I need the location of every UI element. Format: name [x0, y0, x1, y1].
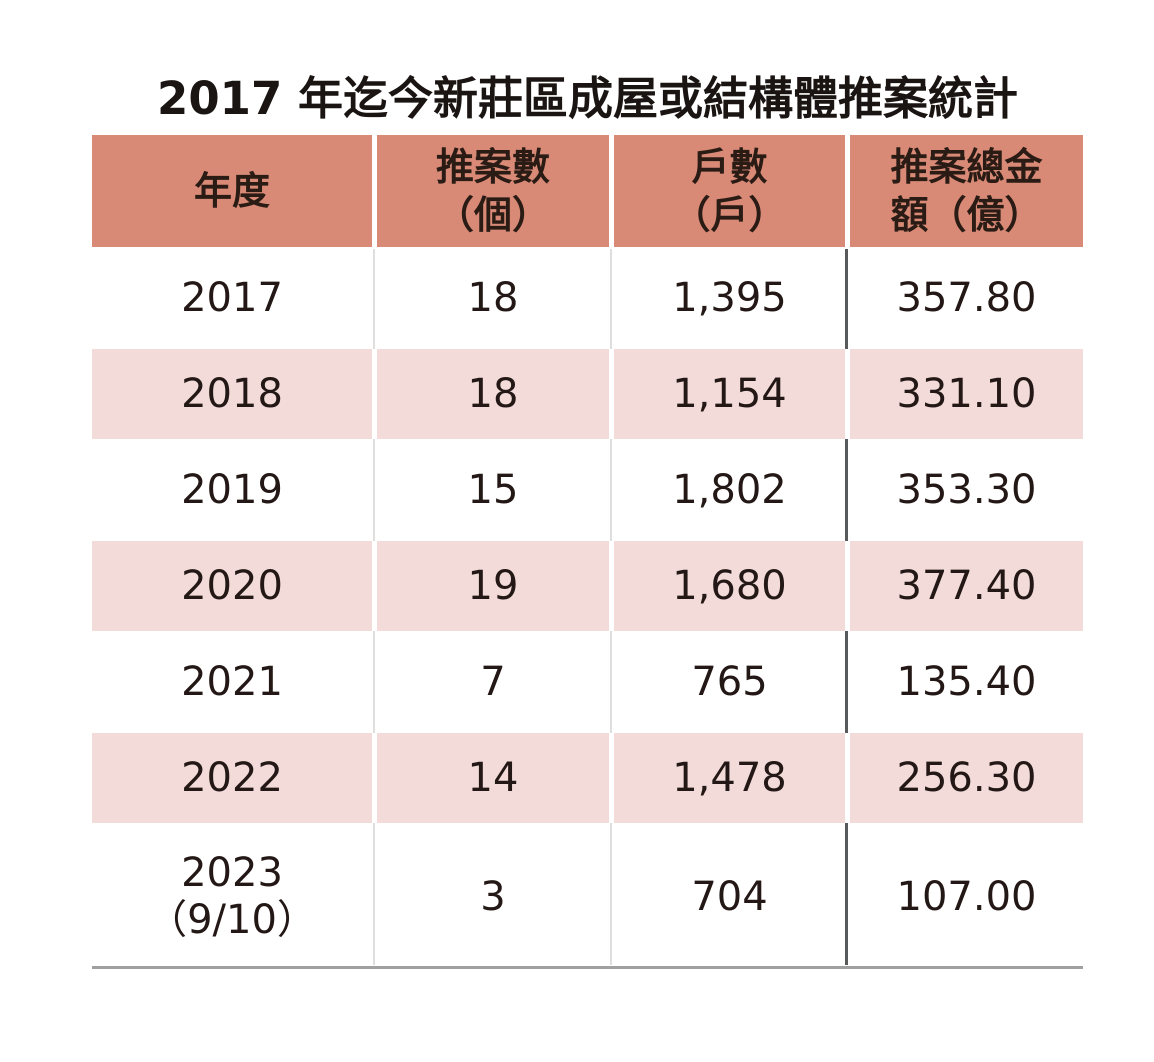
cases-cell: 18	[377, 349, 609, 439]
year-value: 2019	[181, 466, 283, 513]
amount-cell: 107.00	[850, 829, 1083, 965]
cases-value: 18	[467, 370, 519, 417]
year-value: 2018	[181, 370, 283, 417]
cases-value: 15	[467, 466, 519, 513]
units-value: 1,154	[672, 370, 787, 417]
amount-value: 357.80	[896, 274, 1037, 321]
header-cases-line1: 推案數	[435, 145, 550, 189]
units-value: 1,680	[672, 562, 787, 609]
table-row-2021: 2021 7 765 135.40	[92, 637, 1083, 727]
units-value: 1,395	[672, 274, 787, 321]
cases-cell: 3	[377, 829, 609, 965]
cases-value: 18	[467, 274, 519, 321]
cases-cell: 15	[377, 445, 609, 535]
units-value: 765	[691, 658, 768, 705]
table-row-2018: 2018 18 1,154 331.10	[92, 349, 1083, 439]
header-amount-line1: 推案總金	[890, 145, 1043, 189]
header-cases: 推案數 （個）	[377, 135, 609, 247]
units-cell: 1,154	[614, 349, 845, 439]
table-row-2017: 2017 18 1,395 357.80	[92, 253, 1083, 343]
year-cell: 2022	[92, 733, 372, 823]
amount-cell: 256.30	[850, 733, 1083, 823]
units-cell: 1,680	[614, 541, 845, 631]
table-bottom-rule	[92, 966, 1083, 969]
amount-cell: 331.10	[850, 349, 1083, 439]
units-cell: 1,478	[614, 733, 845, 823]
cases-cell: 7	[377, 637, 609, 727]
header-cases-line2: （個）	[435, 193, 550, 237]
units-value: 1,802	[672, 466, 787, 513]
amount-cell: 353.30	[850, 445, 1083, 535]
year-cell: 2021	[92, 637, 372, 727]
amount-value: 135.40	[896, 658, 1037, 705]
table-row-2019: 2019 15 1,802 353.30	[92, 445, 1083, 535]
year-cell: 2023 （9/10）	[92, 829, 372, 965]
year-subvalue: （9/10）	[147, 897, 317, 943]
amount-cell: 377.40	[850, 541, 1083, 631]
year-value: 2023	[181, 850, 283, 896]
table-row-2020: 2020 19 1,680 377.40	[92, 541, 1083, 631]
table-row-2023: 2023 （9/10） 3 704 107.00	[92, 829, 1083, 965]
units-cell: 1,802	[614, 445, 845, 535]
cases-value: 3	[480, 873, 506, 920]
year-value: 2021	[181, 658, 283, 705]
header-units-line2: （戶）	[672, 193, 787, 237]
header-year-label: 年度	[193, 169, 270, 213]
amount-value: 331.10	[896, 370, 1037, 417]
units-cell: 765	[614, 637, 845, 727]
table-title: 2017 年迄今新莊區成屋或結構體推案統計	[157, 72, 1018, 125]
header-year: 年度	[92, 135, 372, 247]
header-row: 年度 推案數 （個） 戶數 （戶） 推案總金 額（億）	[92, 135, 1083, 247]
units-cell: 1,395	[614, 253, 845, 343]
cases-cell: 14	[377, 733, 609, 823]
cases-cell: 18	[377, 253, 609, 343]
year-value: 2022	[181, 754, 283, 801]
cases-cell: 19	[377, 541, 609, 631]
year-value: 2017	[181, 274, 283, 321]
amount-value: 353.30	[896, 466, 1037, 513]
amount-value: 377.40	[896, 562, 1037, 609]
cases-value: 19	[467, 562, 519, 609]
year-cell: 2017	[92, 253, 372, 343]
header-amount: 推案總金 額（億）	[850, 135, 1083, 247]
amount-cell: 135.40	[850, 637, 1083, 727]
statistics-table: 年度 推案數 （個） 戶數 （戶） 推案總金 額（億） 2017 18 1,39…	[92, 135, 1083, 969]
cases-value: 7	[480, 658, 506, 705]
header-units-line1: 戶數	[691, 145, 768, 189]
units-value: 1,478	[672, 754, 787, 801]
amount-value: 107.00	[896, 873, 1037, 920]
year-cell: 2020	[92, 541, 372, 631]
year-cell: 2018	[92, 349, 372, 439]
amount-cell: 357.80	[850, 253, 1083, 343]
cases-value: 14	[467, 754, 519, 801]
year-value: 2020	[181, 562, 283, 609]
units-value: 704	[691, 873, 768, 920]
header-amount-line2: 額（億）	[890, 193, 1043, 237]
units-cell: 704	[614, 829, 845, 965]
header-units: 戶數 （戶）	[614, 135, 845, 247]
year-cell: 2019	[92, 445, 372, 535]
amount-value: 256.30	[896, 754, 1037, 801]
table-row-2022: 2022 14 1,478 256.30	[92, 733, 1083, 823]
